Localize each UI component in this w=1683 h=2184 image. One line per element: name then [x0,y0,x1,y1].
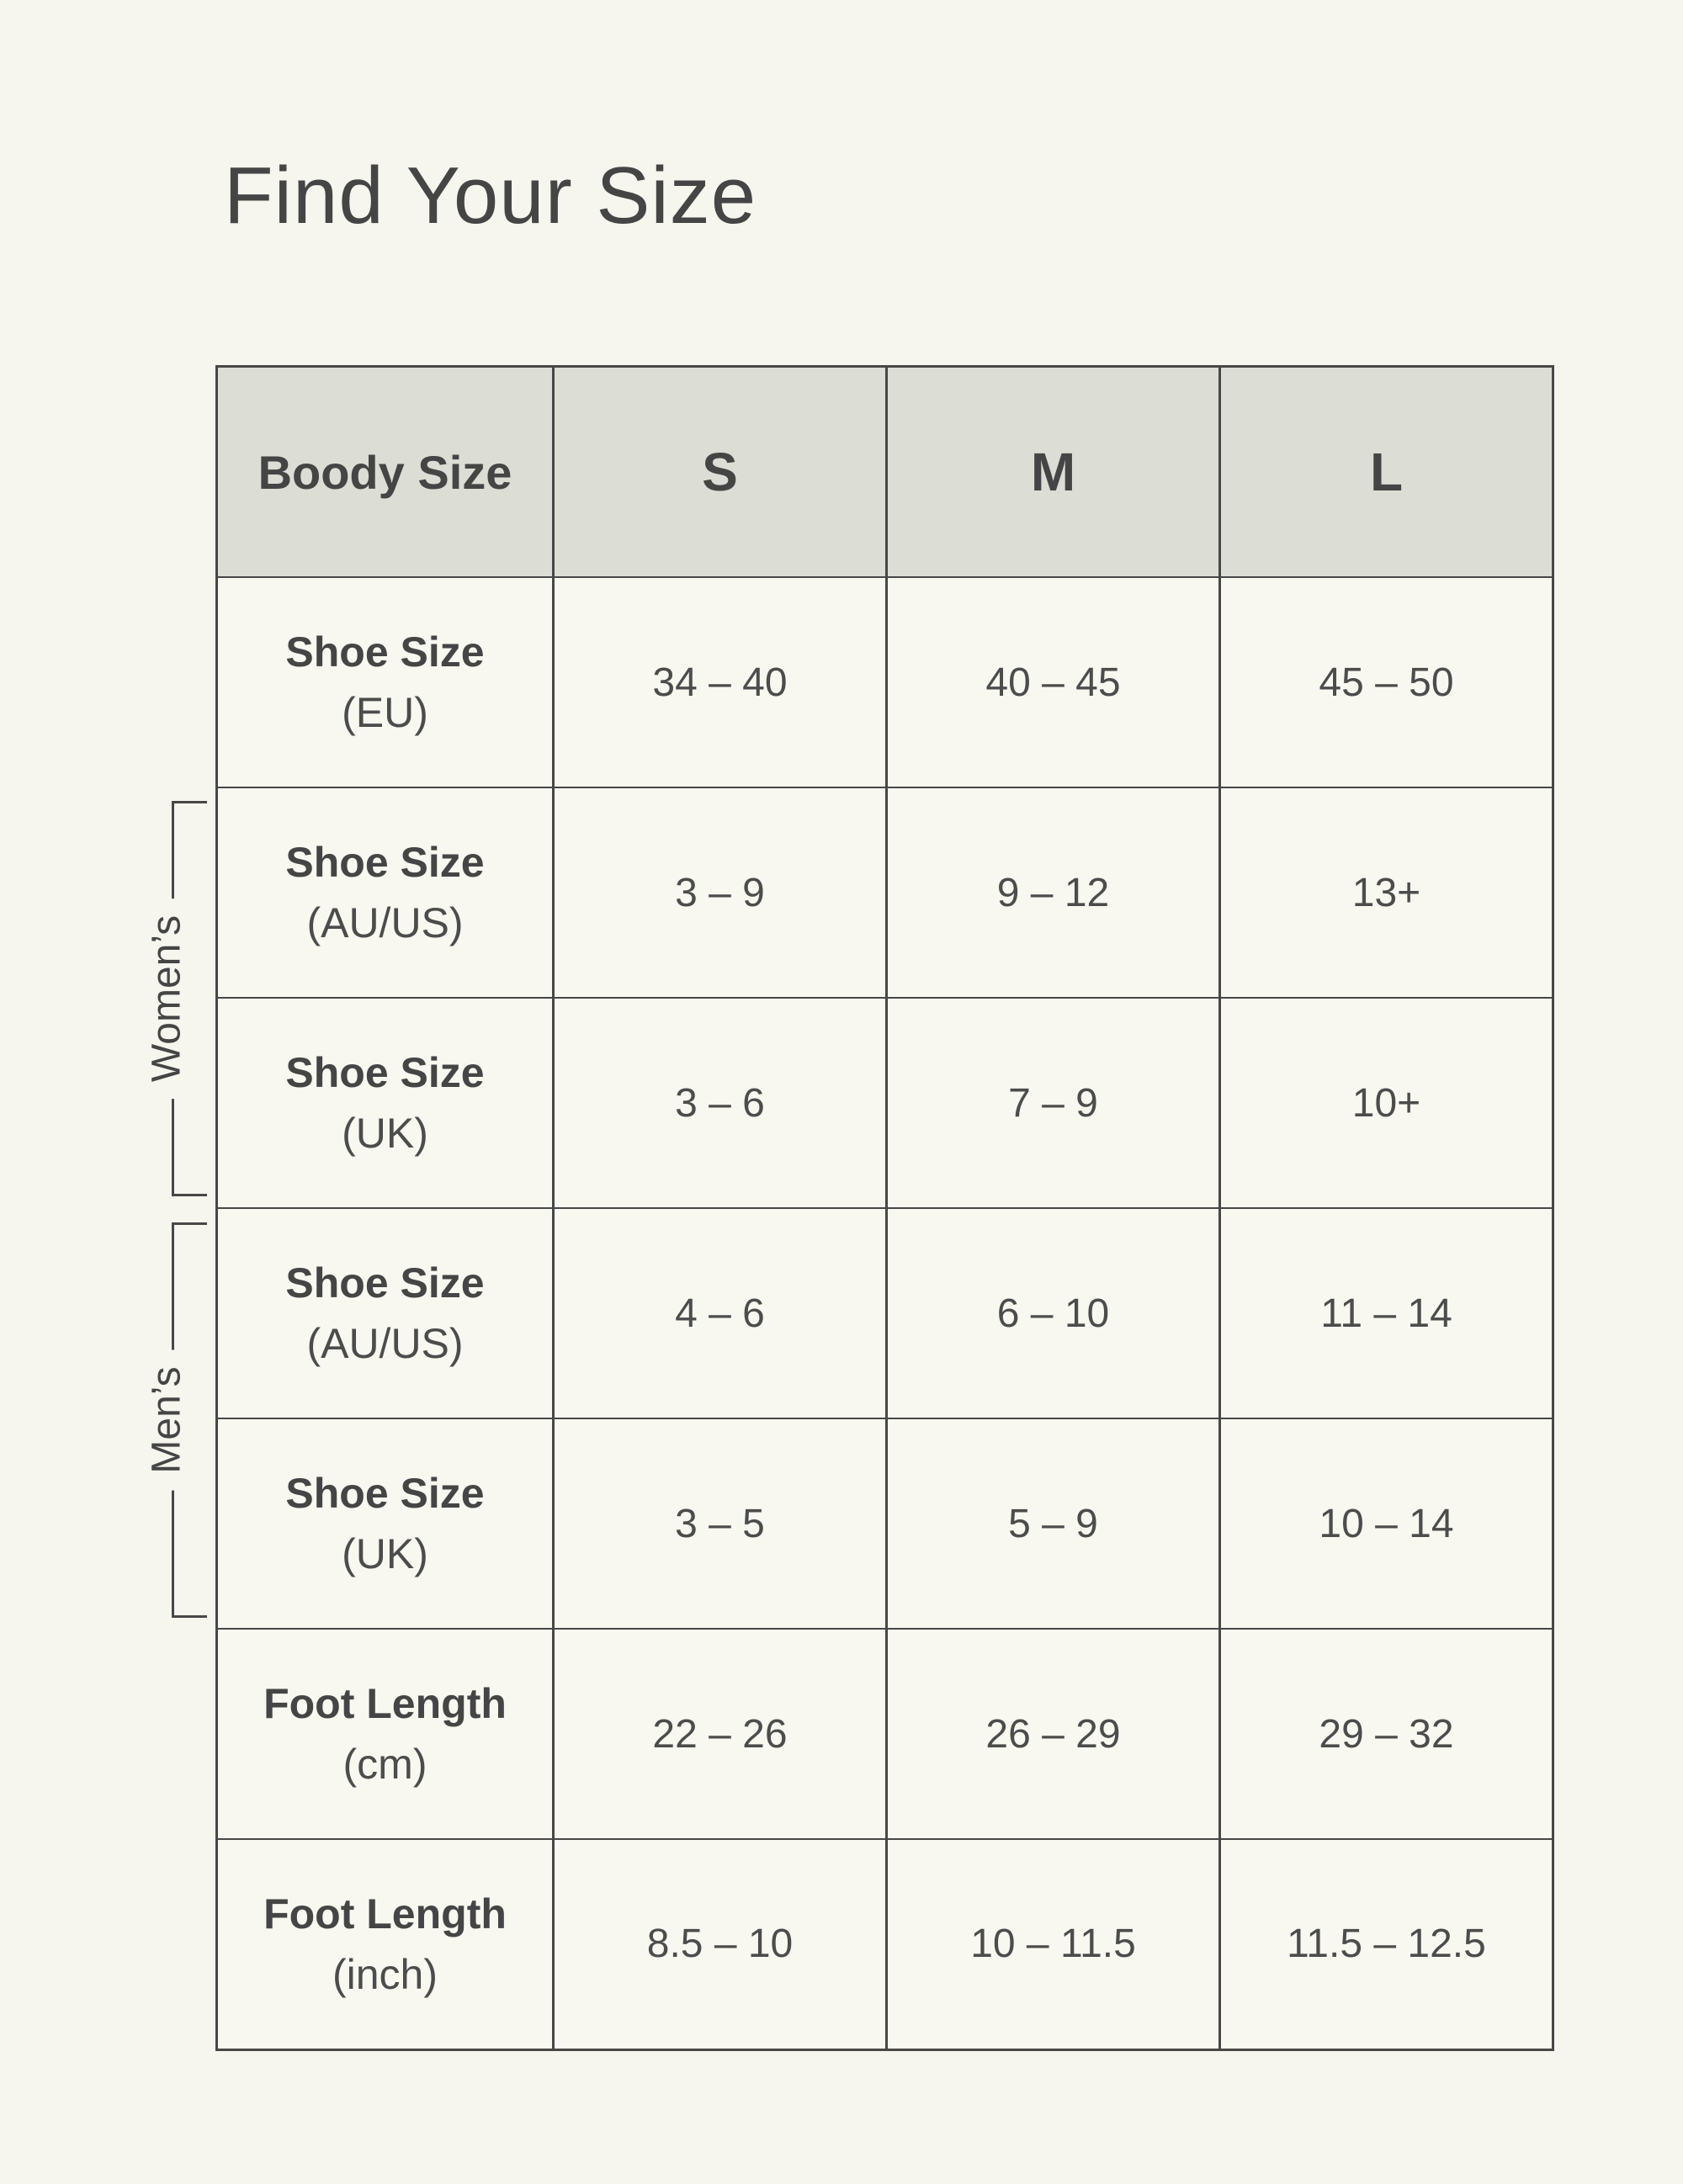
row-label-foot-length-cm: Foot Length (cm) [215,1628,555,1840]
size-value-cell: 40 – 45 [885,576,1221,788]
row-unit-text: (AU/US) [306,1320,464,1367]
row-label-foot-length-inch: Foot Length (inch) [215,1838,555,2051]
size-value-cell: 3 – 5 [552,1418,888,1630]
size-value-cell: 22 – 26 [552,1628,888,1840]
row-unit-text: (cm) [342,1741,427,1788]
size-value-cell: 9 – 12 [885,787,1221,999]
header-row: Boody Size S M L [215,365,1554,578]
row-label-text: Foot Length [263,1890,507,1938]
row-label-shoe-size-auus-mens: Shoe Size (AU/US) [215,1207,555,1419]
size-value-cell: 8.5 – 10 [552,1838,888,2051]
row-label-text: Foot Length [263,1680,507,1727]
size-value-cell: 45 – 50 [1218,576,1554,788]
row-label-text: Shoe Size [285,1049,485,1096]
row-label-text: Shoe Size [285,839,485,886]
row-foot-length-inch: Foot Length (inch) 8.5 – 10 10 – 11.5 11… [215,1838,1554,2051]
header-size-s: S [552,365,888,578]
row-label-shoe-size-uk-womens: Shoe Size (UK) [215,997,555,1209]
size-value-cell: 10 – 14 [1218,1418,1554,1630]
size-value-cell: 26 – 29 [885,1628,1221,1840]
row-shoe-size-uk-womens: Shoe Size (UK) 3 – 6 7 – 9 10+ [215,997,1554,1209]
row-shoe-size-uk-mens: Shoe Size (UK) 3 – 5 5 – 9 10 – 14 [215,1418,1554,1630]
row-label-text: Shoe Size [285,628,485,676]
size-value-cell: 34 – 40 [552,576,888,788]
row-unit-text: (EU) [342,689,428,736]
size-value-cell: 10 – 11.5 [885,1838,1221,2051]
size-value-cell: 11 – 14 [1218,1207,1554,1419]
row-shoe-size-auus-mens: Shoe Size (AU/US) 4 – 6 6 – 10 11 – 14 [215,1207,1554,1419]
size-value-cell: 3 – 6 [552,997,888,1209]
header-boody-size: Boody Size [215,365,555,578]
row-foot-length-cm: Foot Length (cm) 22 – 26 26 – 29 29 – 32 [215,1628,1554,1840]
row-label-text: Shoe Size [285,1259,485,1307]
size-value-cell: 5 – 9 [885,1418,1221,1630]
size-value-cell: 10+ [1218,997,1554,1209]
row-label-shoe-size-auus-womens: Shoe Size (AU/US) [215,787,555,999]
size-value-cell: 7 – 9 [885,997,1221,1209]
size-value-cell: 13+ [1218,787,1554,999]
row-unit-text: (UK) [342,1530,428,1577]
size-value-cell: 6 – 10 [885,1207,1221,1419]
size-value-cell: 4 – 6 [552,1207,888,1419]
size-chart-table: Boody Size S M L Shoe Size (EU) 34 – 40 … [215,365,1554,2051]
row-label-shoe-size-eu: Shoe Size (EU) [215,576,555,788]
size-value-cell: 11.5 – 12.5 [1218,1838,1554,2051]
header-size-l: L [1218,365,1554,578]
row-label-text: Shoe Size [285,1470,485,1517]
row-unit-text: (inch) [332,1950,438,1998]
page-title: Find Your Size [224,151,757,241]
row-unit-text: (UK) [342,1110,428,1157]
womens-group-label: Women’s [143,898,190,1100]
header-size-m: M [885,365,1221,578]
size-value-cell: 29 – 32 [1218,1628,1554,1840]
mens-group-label: Men’s [143,1349,190,1491]
size-value-cell: 3 – 9 [552,787,888,999]
row-unit-text: (AU/US) [306,899,464,946]
row-label-shoe-size-uk-mens: Shoe Size (UK) [215,1418,555,1630]
row-shoe-size-eu: Shoe Size (EU) 34 – 40 40 – 45 45 – 50 [215,576,1554,788]
row-shoe-size-auus-womens: Shoe Size (AU/US) 3 – 9 9 – 12 13+ [215,787,1554,999]
